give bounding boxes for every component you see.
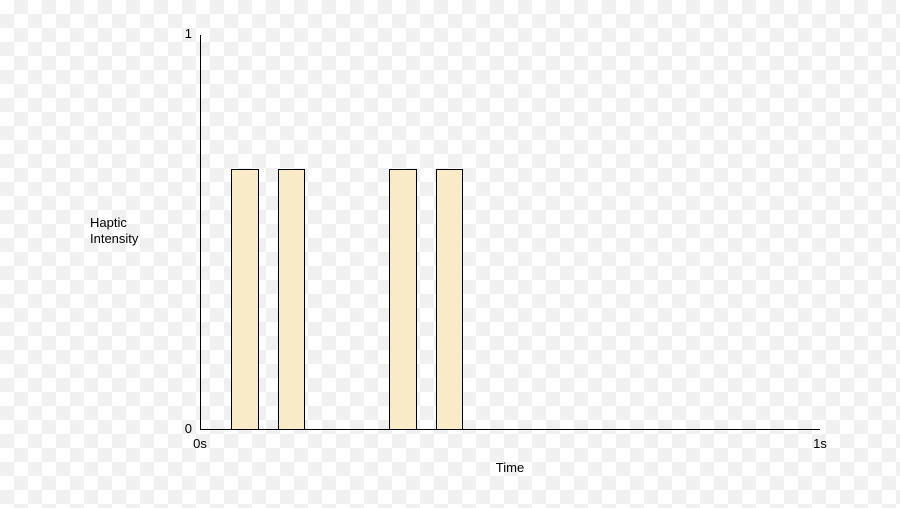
bar-3	[436, 169, 464, 430]
xtick-1: 1s	[790, 436, 850, 452]
ylabel: Haptic Intensity	[90, 215, 170, 248]
ytick-0: 0	[162, 421, 192, 437]
bar-0	[231, 169, 259, 430]
xlabel: Time	[460, 460, 560, 476]
bar-2	[389, 169, 417, 430]
x-axis	[200, 429, 820, 430]
haptic-intensity-chart: 0 1 0s 1s Haptic Intensity Time	[0, 0, 900, 508]
y-axis	[200, 35, 201, 430]
xtick-0: 0s	[170, 436, 230, 452]
bar-1	[278, 169, 306, 430]
chart-plot-area: 010s1sHaptic IntensityTime	[200, 35, 820, 430]
ytick-1: 1	[162, 26, 192, 42]
